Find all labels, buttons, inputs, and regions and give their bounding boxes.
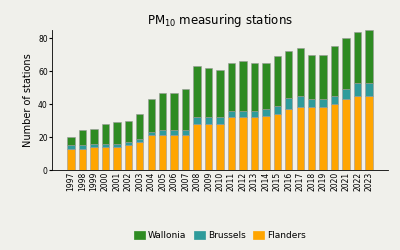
Bar xyxy=(262,109,270,116)
Bar xyxy=(320,108,327,170)
Bar xyxy=(90,144,98,147)
Bar xyxy=(320,55,327,99)
Bar xyxy=(320,99,327,108)
Bar xyxy=(67,137,75,145)
Bar xyxy=(193,117,201,124)
Legend: Wallonia, Brussels, Flanders: Wallonia, Brussels, Flanders xyxy=(130,228,310,244)
Bar xyxy=(274,114,281,170)
Bar xyxy=(365,83,373,96)
Bar xyxy=(193,66,201,117)
Bar xyxy=(308,55,316,99)
Bar xyxy=(285,52,292,98)
Bar xyxy=(102,147,109,170)
Bar xyxy=(193,124,201,170)
Bar xyxy=(67,148,75,170)
Bar xyxy=(228,111,235,117)
Bar xyxy=(113,122,120,144)
Bar xyxy=(148,99,155,132)
Bar xyxy=(331,46,338,96)
Bar xyxy=(79,145,86,148)
Bar xyxy=(159,136,166,170)
Bar xyxy=(251,111,258,117)
Bar xyxy=(216,124,224,170)
Bar xyxy=(285,109,292,170)
Bar xyxy=(182,89,189,130)
Bar xyxy=(308,99,316,108)
Bar xyxy=(216,70,224,117)
Y-axis label: Number of stations: Number of stations xyxy=(22,53,32,147)
Bar xyxy=(67,145,75,148)
Bar xyxy=(296,108,304,170)
Bar xyxy=(90,129,98,144)
Bar xyxy=(342,89,350,99)
Bar xyxy=(331,104,338,170)
Bar xyxy=(102,124,109,144)
Bar xyxy=(182,130,189,136)
Bar xyxy=(354,32,361,83)
Bar xyxy=(239,117,247,170)
Bar xyxy=(342,38,350,89)
Bar xyxy=(216,117,224,124)
Bar xyxy=(205,68,212,117)
Bar xyxy=(148,136,155,170)
Bar xyxy=(239,111,247,117)
Bar xyxy=(205,117,212,124)
Bar xyxy=(159,130,166,136)
Title: PM$_{10}$ measuring stations: PM$_{10}$ measuring stations xyxy=(147,12,293,29)
Bar xyxy=(136,142,144,170)
Bar xyxy=(331,96,338,104)
Bar xyxy=(239,61,247,111)
Bar xyxy=(90,147,98,170)
Bar xyxy=(148,132,155,136)
Bar xyxy=(365,30,373,83)
Bar xyxy=(342,99,350,170)
Bar xyxy=(113,147,120,170)
Bar xyxy=(182,136,189,170)
Bar xyxy=(113,144,120,147)
Bar xyxy=(170,136,178,170)
Bar xyxy=(228,117,235,170)
Bar xyxy=(79,130,86,145)
Bar xyxy=(262,63,270,109)
Bar xyxy=(228,63,235,111)
Bar xyxy=(136,114,144,139)
Bar xyxy=(251,63,258,111)
Bar xyxy=(205,124,212,170)
Bar xyxy=(274,106,281,114)
Bar xyxy=(170,130,178,136)
Bar xyxy=(170,92,178,130)
Bar xyxy=(308,108,316,170)
Bar xyxy=(365,96,373,170)
Bar xyxy=(354,83,361,96)
Bar xyxy=(274,56,281,106)
Bar xyxy=(262,116,270,170)
Bar xyxy=(136,139,144,142)
Bar xyxy=(102,144,109,147)
Bar xyxy=(79,148,86,170)
Bar xyxy=(354,96,361,170)
Bar xyxy=(296,48,304,96)
Bar xyxy=(124,142,132,145)
Bar xyxy=(124,145,132,170)
Bar xyxy=(285,98,292,109)
Bar xyxy=(251,117,258,170)
Bar xyxy=(296,96,304,108)
Bar xyxy=(159,92,166,130)
Bar xyxy=(124,120,132,142)
